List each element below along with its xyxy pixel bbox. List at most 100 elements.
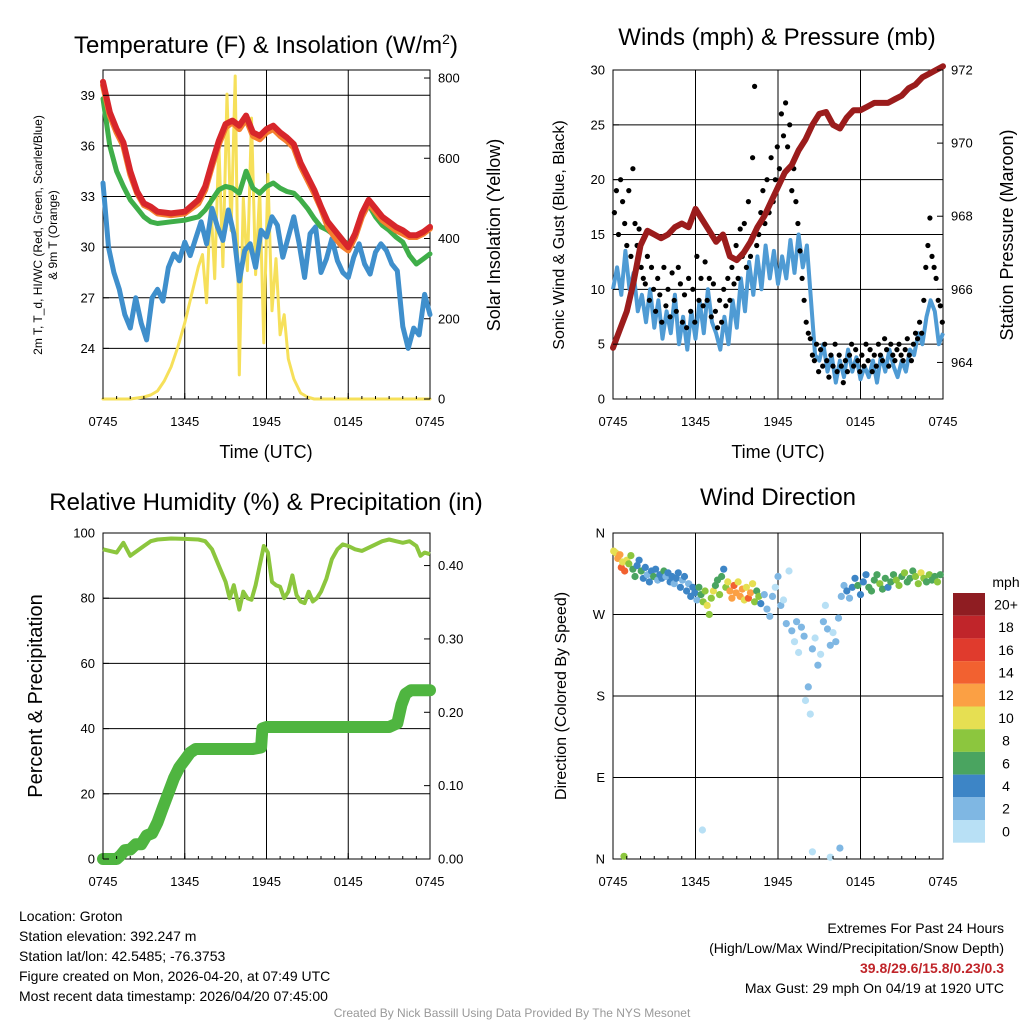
wind-direction-point xyxy=(870,576,878,584)
pressure-y2tick-label: 966 xyxy=(951,282,973,297)
legend-swatch xyxy=(953,729,985,752)
wind-direction-point xyxy=(881,574,889,582)
gust-point xyxy=(655,275,661,281)
rh-xtick-label: 0745 xyxy=(89,874,118,889)
temperature-ylabel-2: & 9m T (Orange) xyxy=(46,190,60,280)
wind-direction-point xyxy=(707,594,715,602)
gust-point xyxy=(780,133,787,139)
gust-point xyxy=(628,253,634,259)
gust-point xyxy=(626,188,632,194)
gust-point xyxy=(611,210,618,216)
wind-direction-point xyxy=(797,623,806,631)
gust-point xyxy=(886,363,892,369)
gust-point xyxy=(865,358,871,364)
wind-direction-point xyxy=(795,648,803,657)
temperature-ytick-label: 24 xyxy=(81,341,95,356)
wind-direction-point xyxy=(911,572,920,581)
wdir-legend-title: mph xyxy=(992,574,1019,590)
gust-point xyxy=(890,352,896,358)
wind-ticks: 0745 1345 1945 0145 0745 0 5 10 15 20 25 30 964 966 96… xyxy=(591,63,973,430)
wind-direction-point xyxy=(867,587,876,595)
legend-label: 16 xyxy=(998,642,1014,658)
wind-direction-point xyxy=(620,852,628,860)
wind-direction-point xyxy=(720,565,728,573)
gust-point xyxy=(684,325,690,331)
gust-point xyxy=(651,286,657,292)
gust-point xyxy=(642,281,648,287)
wind-direction-point xyxy=(760,591,768,599)
wind-direction-point xyxy=(676,583,685,591)
gust-point xyxy=(818,347,824,353)
gust-point xyxy=(811,358,818,364)
gust-point xyxy=(888,341,894,347)
gust-point xyxy=(904,336,910,342)
wind-direction-point xyxy=(726,587,734,595)
wind-direction-point xyxy=(887,578,895,586)
gust-point xyxy=(935,297,941,303)
wind-direction-point xyxy=(693,596,701,604)
recent-text: Most recent data timestamp: 2026/04/20 0… xyxy=(19,988,328,1004)
wind-direction-point xyxy=(821,601,830,610)
extremes-values: 39.8/29.6/15.8/0.23/0.3 xyxy=(859,960,1004,976)
wdir-title: Wind Direction xyxy=(700,484,856,511)
wdir-ytick-label: E xyxy=(596,770,605,785)
gust-point xyxy=(727,297,733,303)
wind-direction-point xyxy=(889,571,898,579)
gust-point xyxy=(774,144,780,150)
gust-point xyxy=(632,220,638,227)
wind-direction-point xyxy=(674,569,682,577)
gust-point xyxy=(692,319,698,325)
gust-point xyxy=(690,286,696,292)
wind-xlabel: Time (UTC) xyxy=(731,442,824,462)
wind-direction-point xyxy=(808,645,817,653)
gust-point xyxy=(939,319,945,325)
gust-point xyxy=(667,314,673,320)
wind-direction-point xyxy=(711,581,720,590)
gust-point xyxy=(752,83,758,89)
precip-y2tick-label: 0.00 xyxy=(438,852,463,867)
gust-point xyxy=(923,264,929,270)
wdir-panel: Wind Direction 0745 1345 1945 0145 0745 N W S E N… xyxy=(553,484,1020,889)
station-pressure-line xyxy=(610,63,946,351)
gust-point xyxy=(673,308,679,314)
wind-direction-point xyxy=(790,638,799,646)
gust-point xyxy=(696,297,702,303)
gust-point xyxy=(937,303,943,309)
rh-ytick-label: 60 xyxy=(81,656,95,671)
wind-direction-point xyxy=(755,592,763,601)
gust-point xyxy=(723,303,729,309)
temperature-ytick-label: 33 xyxy=(81,189,95,204)
gust-point xyxy=(764,177,770,183)
wind-direction-point xyxy=(621,567,629,575)
wind-direction-point xyxy=(793,618,801,626)
wind-direction-point xyxy=(742,583,751,591)
solar-y2tick-label: 800 xyxy=(438,71,460,86)
gust-point xyxy=(787,122,793,128)
legend-label: 14 xyxy=(998,665,1014,681)
gust-point xyxy=(902,347,908,353)
gust-point xyxy=(853,347,859,353)
wind-direction-point xyxy=(652,565,660,573)
wdir-ytick-label: N xyxy=(596,526,605,541)
wdir-ticks: 0745 1345 1945 0145 0745 N W S E N xyxy=(593,526,958,890)
rh-title: Relative Humidity (%) & Precipitation (i… xyxy=(49,489,482,516)
legend-swatch xyxy=(953,661,985,684)
wind-direction-point xyxy=(680,572,689,581)
wind-title: Winds (mph) & Pressure (mb) xyxy=(618,24,935,51)
rh-xtick-label: 0745 xyxy=(416,874,445,889)
solar-y2tick-label: 400 xyxy=(438,231,460,246)
wind-direction-point xyxy=(859,578,867,586)
gust-point xyxy=(644,253,651,259)
legend-label: 20+ xyxy=(994,596,1018,612)
legend-swatch xyxy=(953,706,985,730)
gust-point xyxy=(613,188,620,194)
gust-point xyxy=(873,363,879,369)
pressure-y2tick-label: 972 xyxy=(951,63,973,78)
gust-point xyxy=(663,303,669,309)
gust-point xyxy=(679,319,686,325)
gust-point xyxy=(929,253,935,259)
wind-ytick-label: 15 xyxy=(591,227,605,242)
gust-point xyxy=(721,286,727,292)
rh-ticks: 0745 1345 1945 0145 0745 0 20 40 60 80 100 0.00 0.10… xyxy=(73,526,463,890)
